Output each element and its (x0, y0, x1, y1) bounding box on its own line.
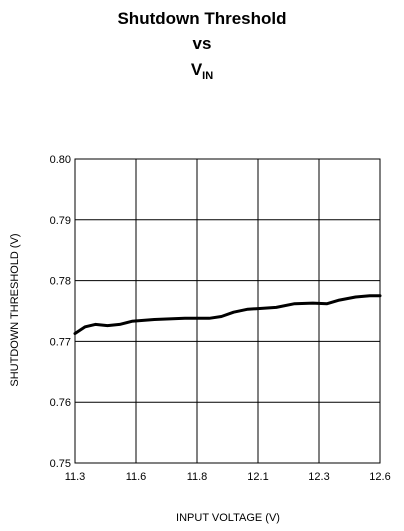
x-tick-label: 11.8 (187, 471, 208, 483)
series-line (73, 294, 382, 335)
x-axis-label: INPUT VOLTAGE (V) (176, 512, 280, 524)
chart-title-vin: VIN (0, 60, 404, 86)
y-tick-label: 0.79 (50, 215, 71, 227)
x-tick-labels: 11.3 11.6 11.8 12.1 12.3 12.6 (65, 471, 391, 483)
plot-frame (74, 158, 381, 464)
series-layer (73, 294, 382, 335)
grid-layer (74, 158, 381, 464)
y-tick-label: 0.75 (50, 458, 71, 470)
x-tick-label: 11.6 (126, 471, 147, 483)
x-tick-label: 12.1 (247, 471, 268, 483)
y-tick-label: 0.80 (50, 154, 71, 166)
chart-title-vin-main: V (190, 60, 203, 79)
chart-title-vin-sub: IN (202, 70, 214, 82)
x-tick-label: 11.3 (65, 471, 86, 483)
y-tick-label: 0.78 (50, 276, 71, 288)
x-tick-label: 12.6 (369, 471, 390, 483)
y-tick-label: 0.77 (50, 336, 71, 348)
y-tick-label: 0.76 (50, 397, 71, 409)
y-tick-labels: 0.75 0.76 0.77 0.78 0.79 0.80 (50, 154, 71, 470)
chart-title: Shutdown Threshold (117, 9, 287, 28)
chart-title-vs: vs (192, 34, 212, 53)
y-axis-label: SHUTDOWN THRESHOLD (V) (9, 233, 21, 386)
x-tick-label: 12.3 (308, 471, 329, 483)
